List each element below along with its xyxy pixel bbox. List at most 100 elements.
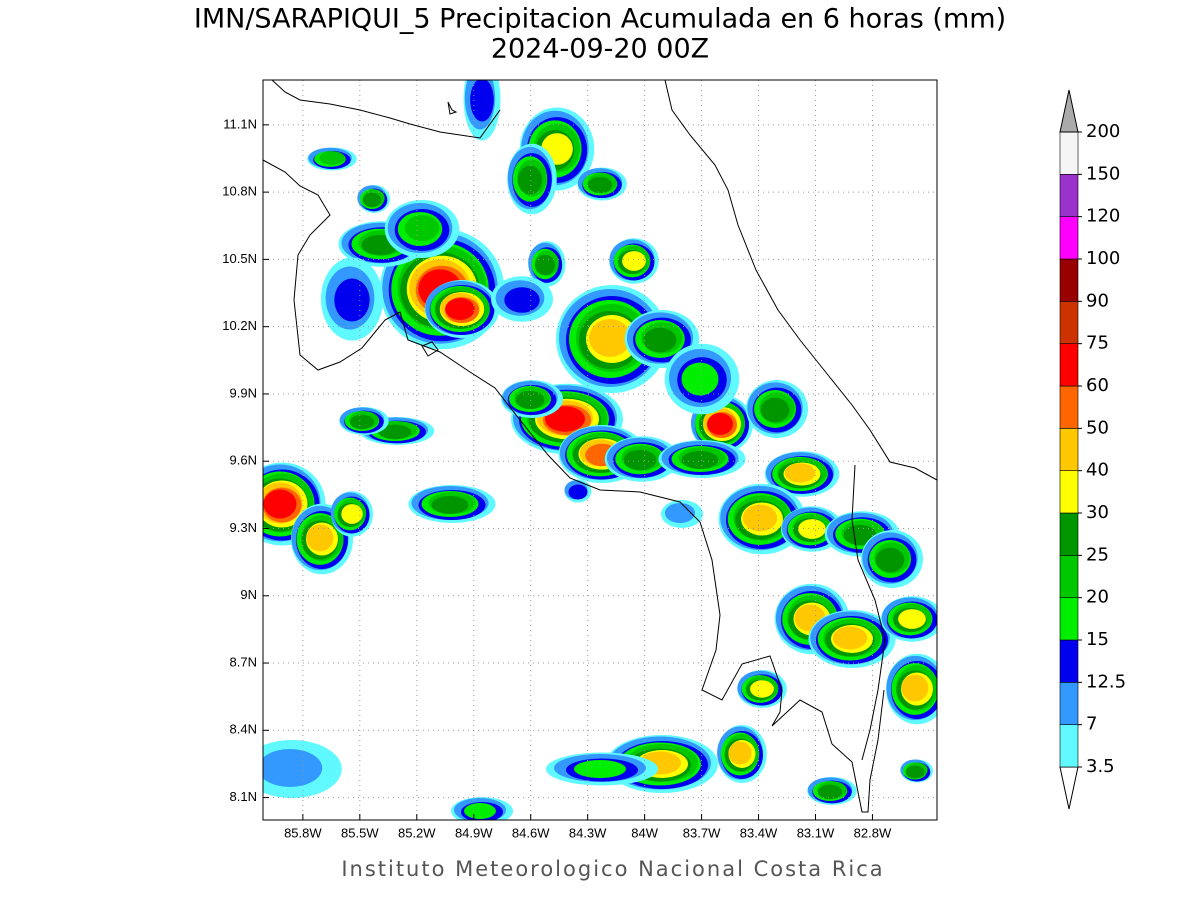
rain-contour bbox=[589, 319, 631, 357]
colorbar-label: 120 bbox=[1086, 206, 1120, 227]
colorbar-segment bbox=[1059, 428, 1079, 471]
rain-contour bbox=[623, 449, 657, 471]
rain-contour bbox=[728, 741, 752, 765]
rain-contour bbox=[905, 765, 925, 779]
rain-contour bbox=[504, 287, 540, 313]
colorbar-segment bbox=[1059, 639, 1079, 683]
rain-contour bbox=[832, 626, 868, 650]
rain-contour bbox=[875, 547, 905, 573]
y-tick-label: 8.4N bbox=[230, 722, 257, 737]
y-tick-label: 10.5N bbox=[222, 251, 257, 266]
rain-contour bbox=[517, 165, 543, 195]
colorbar-segment bbox=[1059, 470, 1079, 514]
x-tick-label: 84W bbox=[631, 825, 658, 840]
rain-contour bbox=[306, 524, 334, 552]
rain-contour bbox=[404, 215, 440, 241]
rain-contour bbox=[445, 298, 475, 320]
colorbar-segment bbox=[1059, 597, 1079, 641]
colorbar-segment bbox=[1059, 258, 1079, 302]
colorbar-segment bbox=[1059, 555, 1079, 598]
rain-contour bbox=[817, 784, 843, 800]
rain-contour bbox=[334, 278, 370, 322]
subtitle: 2024-09-20 00Z bbox=[491, 34, 709, 65]
rain-contour bbox=[622, 251, 646, 271]
rain-contour bbox=[901, 674, 929, 702]
colorbar-label: 200 bbox=[1086, 121, 1120, 142]
colorbar-segment bbox=[1059, 385, 1079, 429]
colorbar-segment bbox=[1059, 301, 1079, 344]
rain-contour bbox=[742, 504, 778, 532]
y-tick-label: 9.9N bbox=[230, 385, 257, 400]
map-frame bbox=[262, 79, 938, 821]
colorbar-label: 75 bbox=[1086, 333, 1109, 354]
footer: Instituto Meteorologico Nacional Costa R… bbox=[341, 857, 884, 881]
colorbar-segment bbox=[1059, 682, 1079, 725]
colorbar-segment bbox=[1059, 174, 1079, 217]
southern-border bbox=[851, 464, 886, 761]
y-tick-label: 9.6N bbox=[230, 453, 257, 468]
rain-contour bbox=[760, 397, 790, 423]
colorbar-label: 25 bbox=[1086, 544, 1109, 565]
y-tick-label: 10.2N bbox=[222, 318, 257, 333]
y-tick-label: 9.3N bbox=[230, 520, 257, 535]
grid bbox=[263, 80, 937, 820]
y-tick-label: 9N bbox=[240, 587, 257, 602]
colorbar-segment bbox=[1059, 343, 1079, 387]
colorbar-label: 12.5 bbox=[1086, 671, 1126, 692]
title: IMN/SARAPIQUI_5 Precipitacion Acumulada … bbox=[194, 4, 1006, 35]
rain-contour bbox=[681, 362, 719, 396]
rain-contour bbox=[319, 151, 345, 165]
precipitation-field bbox=[263, 80, 937, 820]
y-tick-label: 11.1N bbox=[223, 116, 257, 131]
rain-contour bbox=[534, 254, 556, 276]
rain-contour bbox=[707, 413, 733, 435]
rain-contour bbox=[545, 406, 585, 432]
x-tick-label: 83.7W bbox=[683, 825, 721, 840]
rain-contour bbox=[750, 680, 774, 698]
rain-contour bbox=[263, 749, 323, 787]
x-tick-label: 84.6W bbox=[512, 825, 550, 840]
colorbar-label: 100 bbox=[1086, 248, 1120, 269]
colorbar-label: 40 bbox=[1086, 460, 1109, 481]
colorbar-segment bbox=[1059, 131, 1079, 175]
colorbar-label: 50 bbox=[1086, 417, 1109, 438]
colorbar-label: 90 bbox=[1086, 290, 1109, 311]
colorbar-segment bbox=[1059, 512, 1079, 556]
rain-contour bbox=[464, 803, 496, 819]
colorbar-high-arrow bbox=[1059, 89, 1079, 133]
coastlines bbox=[263, 80, 937, 813]
rain-contour bbox=[798, 519, 826, 539]
x-tick-label: 85.2W bbox=[398, 825, 436, 840]
y-tick-label: 8.1N bbox=[230, 789, 257, 804]
colorbar-label: 7 bbox=[1086, 714, 1097, 735]
northern-border bbox=[271, 80, 501, 139]
y-tick-label: 8.7N bbox=[230, 654, 257, 669]
x-tick-label: 83.4W bbox=[740, 825, 778, 840]
rain-contour bbox=[898, 609, 926, 629]
rain-contour bbox=[341, 504, 363, 524]
colorbar-label: 20 bbox=[1086, 587, 1109, 608]
colorbar-label: 15 bbox=[1086, 629, 1109, 650]
x-tick-label: 84.3W bbox=[569, 825, 607, 840]
x-tick-label: 82.8W bbox=[854, 825, 892, 840]
rain-contour bbox=[665, 503, 695, 523]
colorbar-segment bbox=[1059, 216, 1079, 260]
x-tick-label: 85.5W bbox=[341, 825, 379, 840]
rain-contour bbox=[643, 327, 677, 353]
rain-contour bbox=[784, 463, 816, 483]
gulf-island bbox=[421, 341, 439, 357]
rain-contour bbox=[574, 760, 626, 778]
y-tick-label: 10.8N bbox=[222, 184, 257, 199]
x-tick-label: 83.1W bbox=[797, 825, 835, 840]
rain-contour bbox=[362, 192, 382, 208]
rain-contour bbox=[431, 496, 469, 514]
rain-contour bbox=[378, 424, 412, 440]
caribbean-coast bbox=[664, 80, 937, 481]
rain-contour bbox=[587, 176, 613, 194]
rain-contour bbox=[263, 489, 297, 519]
colorbar-label: 60 bbox=[1086, 375, 1109, 396]
rain-contour bbox=[568, 484, 588, 500]
pacific-coast bbox=[263, 159, 885, 813]
